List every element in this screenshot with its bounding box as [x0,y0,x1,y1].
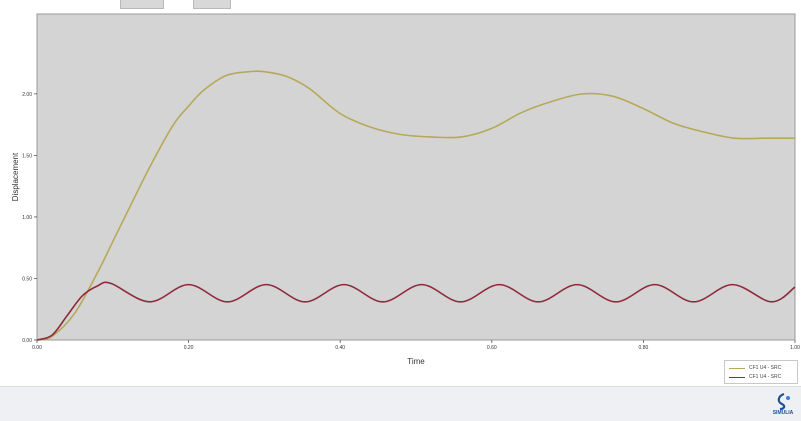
y-tick-label: 1.50 [22,153,32,159]
legend-entry: CF1 U4 - SRC [729,373,781,381]
series-line-1 [36,70,795,341]
x-tick-label: 0.20 [184,345,194,351]
x-tick-label: 0.60 [487,345,497,351]
viewport-tab[interactable] [193,0,231,9]
status-bar [0,386,801,421]
logo-text: SIMULIA [772,410,794,416]
legend-label: CF1 U4 - SRC [749,374,782,380]
viewport-tab[interactable] [120,0,164,9]
simulia-logo: SIMULIA [770,392,796,416]
x-tick-label: 0.40 [335,345,345,351]
legend-swatch [729,367,745,369]
y-tick-label: 0.00 [22,338,32,344]
plot-area [36,13,796,341]
y-tick-label: 0.50 [22,276,32,282]
x-tick-label: 0.00 [32,345,42,351]
y-axis-title: Displacement [11,152,20,201]
logo-icon [777,392,790,411]
xy-plot: 0.00 0.20 0.40 0.60 0.80 1.00 0.00 0.50 1.00 1.50… [11,13,800,366]
x-axis-title: Time [407,357,425,366]
y-tick-label: 2.00 [22,92,32,98]
series-line-2 [36,281,796,341]
top-tab-strip [0,0,801,10]
y-tick-label: 1.00 [22,215,32,221]
legend-label: CF1 U4 - SRC [749,365,782,371]
x-tick-label: 1.00 [790,345,800,351]
legend-swatch [729,376,745,378]
legend-entry: CF1 U4 - SRC [729,364,781,372]
legend: CF1 U4 - SRC CF1 U4 - SRC [724,360,798,384]
plot-viewport: 0.00 0.20 0.40 0.60 0.80 1.00 0.00 0.50 1.00 1.50… [11,13,800,366]
x-tick-label: 0.80 [639,345,649,351]
